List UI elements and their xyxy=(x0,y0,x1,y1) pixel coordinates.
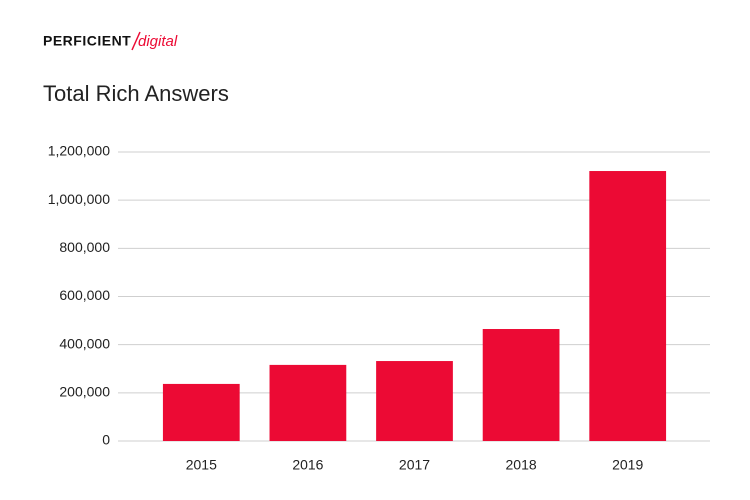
bar xyxy=(589,171,667,442)
chart-title: Total Rich Answers xyxy=(43,81,229,106)
x-tick-label: 2018 xyxy=(506,457,537,473)
bar xyxy=(482,329,560,441)
logo-brand: PERFICIENT xyxy=(43,33,131,49)
bar xyxy=(162,383,240,441)
y-tick-label: 800,000 xyxy=(59,239,110,255)
y-tick-label: 1,000,000 xyxy=(48,191,110,207)
y-tick-label: 200,000 xyxy=(59,384,110,400)
logo-slash xyxy=(131,31,141,51)
y-tick-label: 1,200,000 xyxy=(48,143,110,159)
x-tick-label: 2015 xyxy=(186,457,217,473)
bar xyxy=(269,364,347,441)
y-tick-label: 0 xyxy=(102,432,110,448)
bar xyxy=(376,361,453,441)
x-tick-label: 2016 xyxy=(292,457,323,473)
logo-sub: digital xyxy=(138,33,178,50)
x-tick-label: 2019 xyxy=(612,457,643,473)
y-tick-label: 400,000 xyxy=(59,335,110,351)
x-tick-label: 2017 xyxy=(399,457,430,473)
y-tick-label: 600,000 xyxy=(59,287,110,303)
